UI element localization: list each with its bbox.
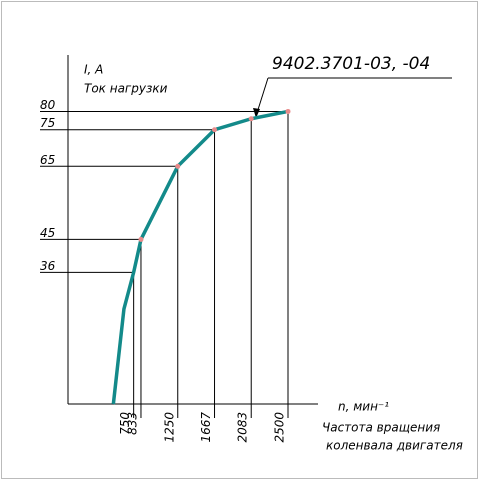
point [212,127,218,133]
y-tick-label: 65 [40,153,55,167]
point [138,236,144,242]
x-tick-label: 1250 [162,412,176,443]
y-tick-label: 36 [40,259,56,273]
y-label: I, A [84,63,103,77]
arrow [253,108,260,118]
point [285,108,291,114]
y-subtitle: Ток нагрузки [84,82,168,96]
line [111,109,289,405]
annotation: 9402.3701-03, -04 [272,54,430,74]
x-label: n, мин⁻¹ [338,400,389,414]
y-tick-label: 45 [40,226,55,240]
x-tick-label: 833 [125,412,139,435]
point [248,116,254,122]
x-tick-label: 750 [118,412,132,435]
x-title: коленвала двигателя [326,439,463,453]
x-title: Частота вращения [322,421,440,435]
point [175,163,181,169]
y-tick-label: 80 [40,98,56,112]
y-tick-label: 75 [40,116,55,130]
x-tick-label: 1667 [199,412,213,443]
x-tick-label: 2083 [236,412,250,443]
x-tick-label: 2500 [273,412,287,443]
